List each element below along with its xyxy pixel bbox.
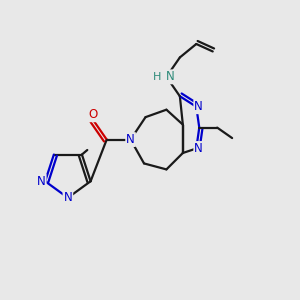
Text: N: N — [126, 133, 135, 146]
Text: H: H — [153, 72, 161, 82]
Text: N: N — [64, 191, 72, 204]
Text: N: N — [166, 70, 174, 83]
Text: N: N — [37, 175, 46, 188]
Text: N: N — [194, 142, 203, 155]
Text: O: O — [88, 108, 98, 121]
Text: N: N — [194, 100, 203, 113]
